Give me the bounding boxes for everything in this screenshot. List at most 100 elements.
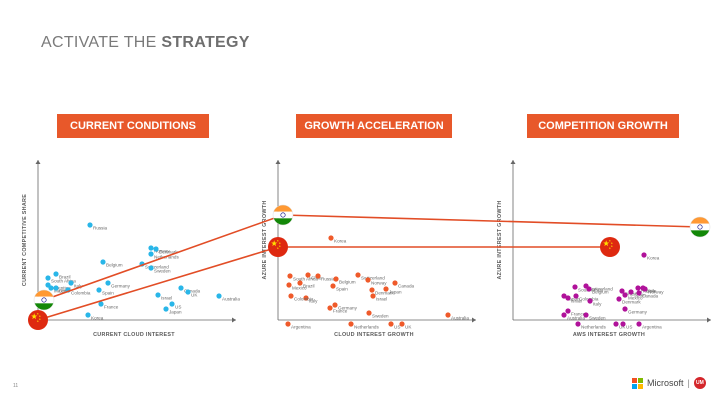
data-point-norway	[365, 277, 371, 283]
point-label: Korea	[647, 256, 660, 261]
point-label: Chile	[646, 289, 657, 294]
point-label: Germany	[338, 306, 358, 311]
point-label: Canada	[398, 284, 415, 289]
data-point-spain	[330, 283, 336, 289]
data-point-chile	[53, 285, 59, 291]
china-flag-icon	[600, 237, 620, 257]
panel-header-current-label: CURRENT CONDITIONS	[70, 120, 196, 132]
point-label: Mexico	[628, 296, 643, 301]
data-point-france	[565, 308, 571, 314]
china-flag-star	[278, 242, 281, 245]
india-flag-body	[273, 205, 293, 225]
data-point-mexico	[622, 292, 628, 298]
india-flag-white	[273, 211, 293, 219]
y-axis-arrow	[275, 160, 281, 164]
india-flag-white	[690, 223, 710, 231]
point-label: Sweden	[154, 269, 171, 274]
india-flag-body	[690, 217, 710, 237]
x-axis-arrow	[232, 317, 236, 323]
point-label: Japan	[169, 310, 182, 315]
china-flag-star	[271, 240, 278, 247]
panel-header-competition: COMPETITION GROWTH	[527, 114, 679, 138]
data-point-germany	[332, 302, 338, 308]
y-axis-label: AZURE INTEREST GROWTH	[262, 200, 268, 279]
data-point-japan	[561, 293, 567, 299]
microsoft-logo-icon	[632, 377, 643, 389]
india-flag-saffron	[690, 217, 710, 224]
logo-square-green	[638, 377, 643, 383]
point-label: Brazil	[303, 284, 315, 289]
china-flag-body	[600, 237, 620, 257]
data-point-australia	[445, 312, 451, 318]
point-label: Norway	[371, 281, 387, 286]
india-flag-icon	[33, 289, 55, 311]
panel-header-acceleration-label: GROWTH ACCELERATION	[304, 120, 444, 132]
point-label: Russia	[321, 277, 335, 282]
point-label: South Africa	[51, 279, 76, 284]
data-point-germany	[105, 280, 111, 286]
data-point-japan	[383, 286, 389, 292]
data-point-netherlands	[575, 321, 581, 327]
y-axis-arrow	[35, 160, 41, 164]
logo-square-blue	[632, 383, 637, 389]
china-flag-star	[38, 315, 41, 318]
data-point-france	[98, 301, 104, 307]
data-point-france	[327, 305, 333, 311]
china-flag-star	[31, 313, 38, 320]
data-point-colombia	[573, 293, 579, 299]
data-point-australia	[216, 293, 222, 299]
data-point-sweden	[583, 312, 589, 318]
point-label: Italy	[74, 284, 83, 289]
point-label: Belgium	[106, 263, 123, 268]
um-badge-label: UM	[695, 380, 704, 386]
india-flag-icon	[272, 204, 294, 226]
data-point-russia	[87, 222, 93, 228]
x-axis-arrow	[472, 317, 476, 323]
china-flag-star	[610, 242, 613, 245]
data-point-italy	[587, 298, 593, 304]
point-label: Israel	[571, 299, 582, 304]
india-flag-body	[34, 290, 54, 310]
china-flag-star	[603, 240, 610, 247]
data-point-brazil	[619, 288, 625, 294]
logo-square-yellow	[638, 383, 643, 389]
data-point-japan	[163, 306, 169, 312]
china-flag-icon	[268, 237, 288, 257]
data-point-korea	[328, 235, 334, 241]
data-point-norway	[642, 286, 648, 292]
point-label: Japan	[567, 297, 580, 302]
data-point-korea	[85, 312, 91, 318]
point-label: Russia	[93, 226, 107, 231]
china-flag-star	[608, 247, 611, 250]
data-point-germany	[622, 306, 628, 312]
point-label: Netherlands	[581, 325, 606, 330]
point-label: Canada	[642, 294, 659, 299]
panel-header-competition-label: COMPETITION GROWTH	[538, 120, 668, 132]
point-label: Korea	[91, 316, 104, 321]
point-label: Italy	[593, 302, 602, 307]
india-flag-icon	[689, 216, 711, 238]
data-point-switzerland	[355, 272, 361, 278]
point-label: Canada	[184, 289, 201, 294]
china-flag-star	[278, 245, 281, 248]
y-axis-label: CURRENT COMPETITIVE SHARE	[22, 194, 28, 286]
x-axis-arrow	[707, 317, 711, 323]
point-label: Switzerland	[145, 265, 169, 270]
data-point-us	[620, 321, 626, 327]
data-point-denmark	[369, 287, 375, 293]
point-label: Germany	[111, 284, 131, 289]
data-point-israel	[155, 292, 161, 298]
data-point-south-africa	[45, 275, 51, 281]
data-point-israel	[370, 293, 376, 299]
china-flag-star	[36, 320, 39, 323]
data-point-canada	[636, 290, 642, 296]
data-point-italy	[303, 295, 309, 301]
china-flag-body	[28, 310, 48, 330]
point-label: Colombia	[71, 291, 91, 296]
china-flag-star	[610, 245, 613, 248]
data-point-belgium	[100, 259, 106, 265]
data-point-colombia	[288, 293, 294, 299]
point-label: Sweden	[372, 314, 389, 319]
point-label: France	[104, 305, 119, 310]
logo-square-red	[632, 377, 637, 383]
